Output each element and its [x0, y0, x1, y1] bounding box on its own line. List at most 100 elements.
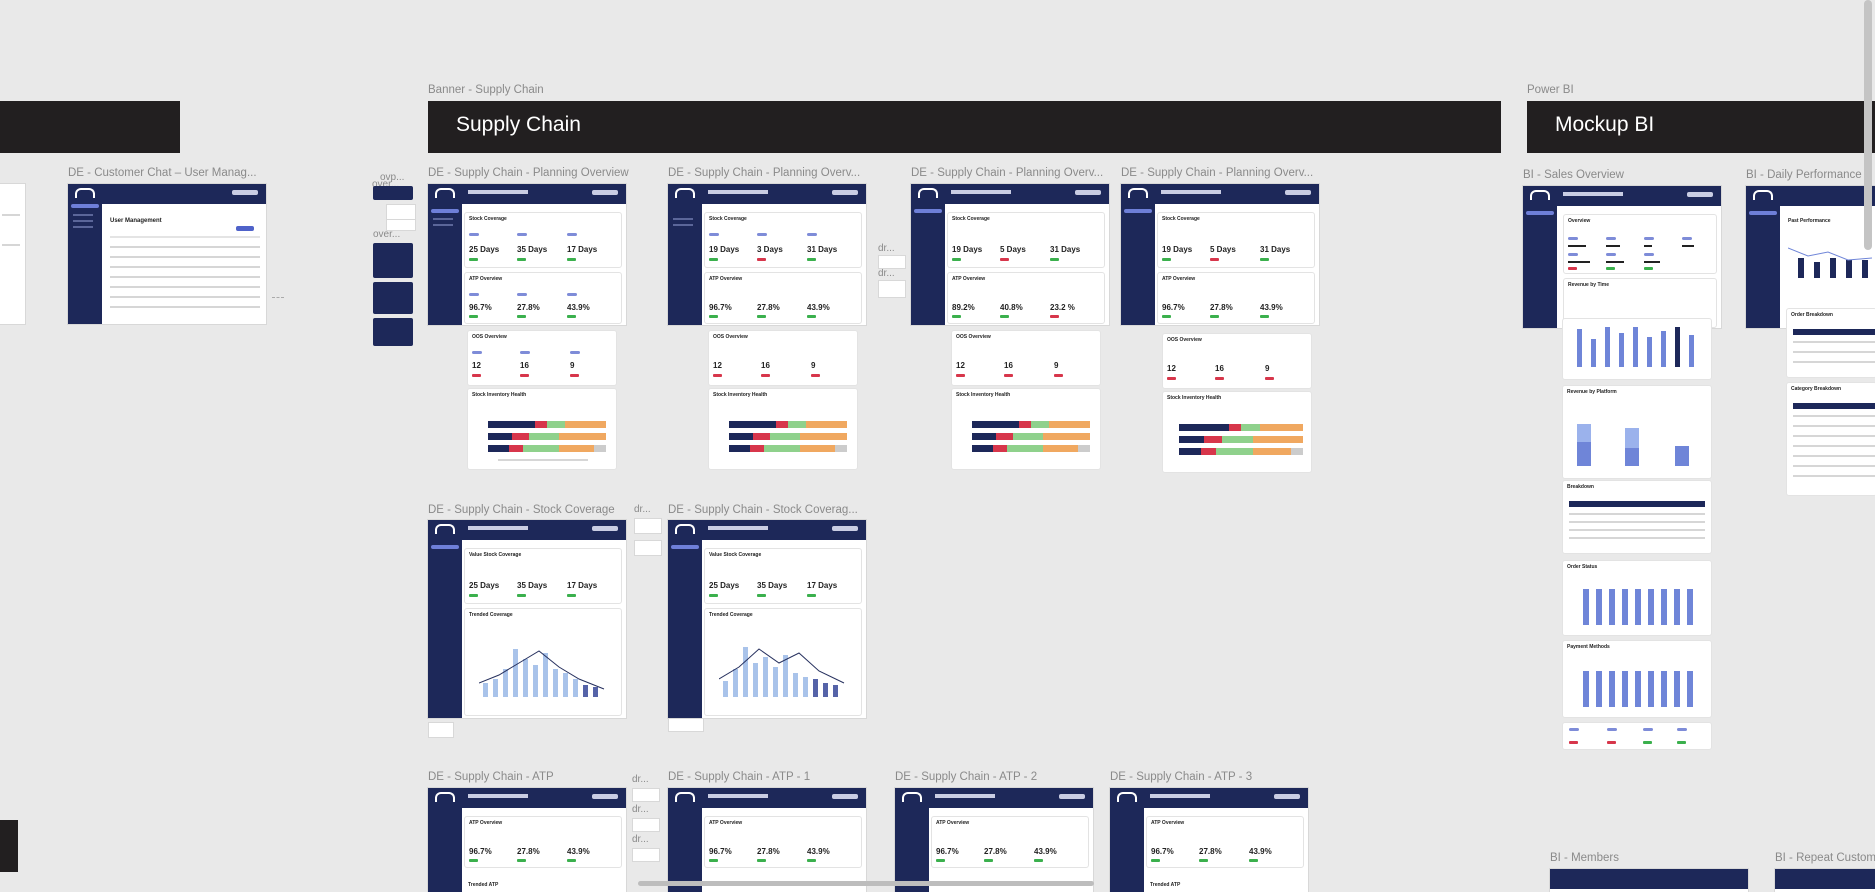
fragment-label[interactable]: over...	[373, 229, 401, 240]
stock-health-card[interactable]: Stock Inventory Health	[708, 388, 858, 470]
vertical-scrollbar[interactable]	[1864, 0, 1872, 250]
user-menu[interactable]	[832, 526, 858, 531]
table-row[interactable]	[1793, 445, 1875, 447]
table-row[interactable]	[1569, 521, 1705, 523]
frame-label-stock-coverage-1[interactable]: DE - Supply Chain - Stock Coverage	[428, 504, 615, 516]
frame-bi-repeat[interactable]	[1775, 869, 1875, 892]
table-row[interactable]	[110, 276, 260, 278]
frame-left-partial[interactable]	[0, 184, 25, 324]
table-row[interactable]	[1793, 341, 1875, 343]
component-fragment[interactable]	[878, 255, 906, 269]
frame-atp[interactable]: ATP Overview 96.7% 27.8% 43.9% Trended A…	[428, 788, 626, 892]
nav-item[interactable]	[673, 224, 693, 226]
dropdown-fragment[interactable]	[373, 186, 413, 200]
frame-stock-coverage-2[interactable]: Value Stock Coverage 25 Days 35 Days 17 …	[668, 520, 866, 718]
frame-planning-2[interactable]: Stock Coverage 19 Days 3 Days 31 Days AT…	[668, 184, 866, 325]
nav-item[interactable]	[673, 218, 693, 220]
category-breakdown-card[interactable]: Category Breakdown	[1786, 382, 1875, 496]
frame-planning-3[interactable]: Stock Coverage 19 Days 5 Days 31 Days AT…	[911, 184, 1109, 325]
add-user-button[interactable]	[236, 226, 254, 231]
nav-active-item[interactable]	[431, 209, 459, 213]
table-row[interactable]	[1793, 475, 1875, 477]
nav-item[interactable]	[433, 218, 453, 220]
fragment-label[interactable]: dr...	[632, 774, 649, 785]
nav-active-item[interactable]	[71, 204, 99, 208]
frame-label-customer-chat[interactable]: DE - Customer Chat – User Manag...	[68, 167, 257, 179]
fragment-label[interactable]: over...	[372, 179, 400, 190]
user-menu[interactable]	[1059, 794, 1085, 799]
table-row[interactable]	[110, 286, 260, 288]
oos-overview-card[interactable]: OOS Overview 12 16 9	[467, 330, 617, 386]
user-menu[interactable]	[1075, 190, 1101, 195]
table-row[interactable]	[110, 296, 260, 298]
table-row[interactable]	[1569, 529, 1705, 531]
table-row[interactable]	[1569, 513, 1705, 515]
user-menu[interactable]	[592, 794, 618, 799]
component-fragment[interactable]	[878, 280, 906, 298]
frame-label-bi-repeat[interactable]: BI - Repeat Custom	[1775, 852, 1875, 864]
frame-label-stock-coverage-2[interactable]: DE - Supply Chain - Stock Coverag...	[668, 504, 858, 516]
component-fragment[interactable]	[386, 204, 416, 220]
table-row[interactable]	[1793, 435, 1875, 437]
frame-label-planning-4[interactable]: DE - Supply Chain - Planning Overv...	[1121, 167, 1314, 179]
component-fragment[interactable]	[632, 818, 660, 832]
stock-health-card[interactable]: Stock Inventory Health	[951, 388, 1101, 470]
frame-label-bi-daily[interactable]: BI - Daily Performance	[1746, 169, 1862, 181]
fragment-label[interactable]: dr...	[878, 268, 895, 279]
frame-atp-1[interactable]: ATP Overview 96.7% 27.8% 43.9% Trended A…	[668, 788, 866, 892]
dropdown-fragment[interactable]	[373, 318, 413, 346]
component-fragment[interactable]	[632, 788, 660, 802]
nav-item[interactable]	[73, 226, 93, 228]
component-fragment[interactable]	[668, 718, 704, 732]
user-menu[interactable]	[832, 190, 858, 195]
frame-label-planning-3[interactable]: DE - Supply Chain - Planning Overv...	[911, 167, 1104, 179]
table-row[interactable]	[1793, 465, 1875, 467]
frame-label-planning-2[interactable]: DE - Supply Chain - Planning Overv...	[668, 167, 861, 179]
order-breakdown-card[interactable]: Order Breakdown	[1786, 308, 1875, 378]
order-status-card[interactable]: Order Status	[1562, 560, 1712, 636]
user-menu[interactable]	[232, 190, 258, 195]
nav-active-item[interactable]	[671, 545, 699, 549]
nav-active-item[interactable]	[914, 209, 942, 213]
frame-customer-chat[interactable]: User Management	[68, 184, 266, 324]
component-fragment[interactable]	[386, 219, 416, 231]
frame-label-bi-sales[interactable]: BI - Sales Overview	[1523, 169, 1624, 181]
user-menu[interactable]	[592, 526, 618, 531]
frame-planning-1[interactable]: Stock Coverage 25 Days 35 Days 17 Days A…	[428, 184, 626, 325]
nav-active-item[interactable]	[1124, 209, 1152, 213]
payment-methods-card[interactable]: Payment Methods	[1562, 640, 1712, 718]
fragment-label[interactable]: dr...	[632, 834, 649, 845]
dropdown-fragment[interactable]	[373, 282, 413, 314]
revenue-by-platform-card[interactable]: Revenue by Platform	[1562, 385, 1712, 479]
nav-item[interactable]	[73, 214, 93, 216]
nav-active-item[interactable]	[1749, 211, 1777, 215]
user-menu[interactable]	[1274, 794, 1300, 799]
nav-active-item[interactable]	[431, 545, 459, 549]
frame-label-atp-1[interactable]: DE - Supply Chain - ATP - 1	[668, 771, 811, 783]
horizontal-scrollbar[interactable]	[638, 881, 1094, 886]
component-fragment[interactable]	[428, 722, 454, 738]
bi-footer-kpis[interactable]	[1562, 722, 1712, 750]
breakdown-card[interactable]: Breakdown	[1562, 480, 1712, 554]
component-fragment[interactable]	[634, 540, 662, 556]
stock-health-card[interactable]: Stock Inventory Health	[467, 388, 617, 470]
frame-label-atp[interactable]: DE - Supply Chain - ATP	[428, 771, 554, 783]
fragment-label[interactable]: dr...	[878, 243, 895, 254]
frame-label-atp-3[interactable]: DE - Supply Chain - ATP - 3	[1110, 771, 1253, 783]
table-row[interactable]	[1793, 361, 1875, 363]
banner-supply-chain[interactable]: Supply Chain	[428, 101, 1501, 153]
nav-item[interactable]	[433, 224, 453, 226]
table-row[interactable]	[1793, 351, 1875, 353]
frame-planning-4[interactable]: Stock Coverage 19 Days 5 Days 31 Days AT…	[1121, 184, 1319, 325]
fragment-label[interactable]: ovp...	[380, 172, 405, 183]
oos-overview-card[interactable]: OOS Overview 12 16 9	[951, 330, 1101, 386]
component-fragment[interactable]	[634, 518, 662, 534]
user-menu[interactable]	[832, 794, 858, 799]
frame-stock-coverage-1[interactable]: Value Stock Coverage 25 Days 35 Days 17 …	[428, 520, 626, 718]
table-row[interactable]	[1793, 455, 1875, 457]
frame-atp-3[interactable]: ATP Overview 96.7% 27.8% 43.9% Trended A…	[1110, 788, 1308, 892]
component-fragment[interactable]	[632, 848, 660, 862]
frame-label-bi-members[interactable]: BI - Members	[1550, 852, 1620, 864]
frame-label-planning-1[interactable]: DE - Supply Chain - Planning Overview	[428, 167, 629, 179]
frame-bi-daily[interactable]: Past Performance	[1746, 186, 1875, 328]
